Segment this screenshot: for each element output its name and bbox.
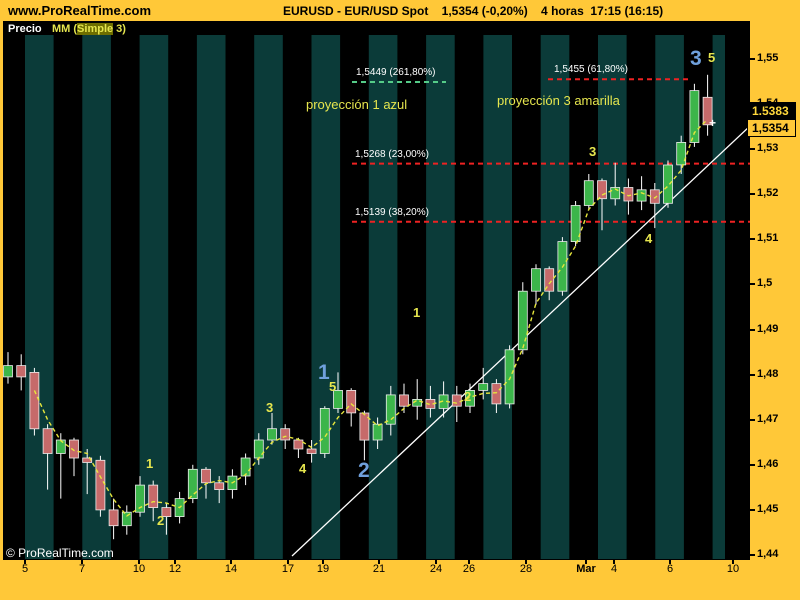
y-axis-tick-label: 1,46 [757, 457, 779, 470]
x-axis-tick-mark [174, 559, 176, 564]
y-axis-tick-label: 1,45 [757, 502, 779, 515]
y-axis-tick-label: 1,47 [757, 412, 779, 425]
x-axis-tick-label: 21 [372, 563, 386, 575]
last-price-tag: 1,5354 [748, 119, 795, 136]
y-axis-tick-label: 1,48 [757, 367, 779, 380]
y-axis-tick-mark [750, 373, 755, 376]
x-axis-tick-label: 17 [281, 563, 295, 575]
wave-label-2: 2 [157, 513, 165, 528]
x-axis-tick-mark [322, 559, 324, 564]
x-axis-tick-label: 24 [429, 563, 443, 575]
fib-level-label: 1,5449 (261,80%) [356, 66, 436, 78]
fib-level-label: 1,5268 (23,00%) [355, 148, 429, 160]
watermark: © ProRealTime.com [6, 546, 114, 560]
x-axis-tick-label: 10 [726, 563, 740, 575]
ma-indicator-label[interactable]: MM (Simple 3) [52, 23, 126, 35]
x-axis-tick-mark [435, 559, 437, 564]
x-axis-tick-label: 5 [21, 563, 29, 575]
y-axis-tick-label: 1,49 [757, 322, 779, 335]
wave-label-2: 2 [464, 389, 472, 404]
x-axis-tick-label: 14 [224, 563, 238, 575]
price-tag-group: 1.5383 1,5354 [747, 102, 796, 137]
y-axis-tick-mark [750, 463, 755, 466]
price-panel-label: Precio [8, 23, 42, 35]
y-axis-tick-label: 1,44 [757, 547, 779, 560]
wave-label-2: 2 [358, 459, 370, 482]
x-axis-tick-mark [669, 559, 671, 564]
ma-label-highlight: Simple [77, 23, 114, 35]
current-price-marker: + [709, 116, 717, 130]
price-chart[interactable] [3, 21, 751, 560]
y-axis-tick-mark [750, 328, 755, 331]
y-axis-tick-label: 1,5 [757, 277, 773, 290]
y-axis-tick-mark [750, 193, 755, 196]
x-axis-tick-mark [24, 559, 26, 564]
site-link[interactable]: www.ProRealTime.com [8, 3, 152, 18]
x-axis-tick-label: Mar [576, 563, 596, 575]
x-axis-tick-mark [468, 559, 470, 564]
x-axis-tick-label: 19 [316, 563, 330, 575]
x-axis-tick-mark [525, 559, 527, 564]
chart-area[interactable] [3, 21, 751, 560]
y-axis-tick-label: 1,51 [757, 232, 779, 245]
wave-label-5: 5 [329, 379, 337, 394]
x-axis-tick-label: 6 [666, 563, 674, 575]
wave-label-1: 1 [318, 361, 330, 384]
x-axis-tick-mark [138, 559, 140, 564]
ma-label-prefix: MM ( [52, 23, 78, 35]
wave-label-4: 4 [645, 231, 653, 246]
y-axis-tick-label: 1,54 [757, 97, 779, 110]
y-axis-tick-mark [750, 148, 755, 151]
wave-label-1: 1 [413, 305, 421, 320]
wave-label-3: 3 [266, 400, 274, 415]
x-axis-tick-mark [378, 559, 380, 564]
ma-value-tag: 1.5383 [748, 103, 795, 119]
x-axis-tick-label: 4 [610, 563, 618, 575]
y-axis-tick-mark [750, 553, 755, 556]
y-axis-tick-mark [750, 58, 755, 60]
fib-level-label: 1,5139 (38,20%) [355, 206, 429, 218]
x-axis-tick-label: 12 [168, 563, 182, 575]
wave-label-3: 3 [589, 144, 597, 159]
x-axis-tick-label: 28 [519, 563, 533, 575]
projection-callout: proyección 3 amarilla [497, 93, 620, 108]
y-axis-tick-mark [750, 103, 755, 106]
x-axis-tick-label: 7 [78, 563, 86, 575]
ma-label-suffix: 3) [113, 23, 126, 35]
wave-label-3: 3 [690, 47, 702, 70]
chart-title: EURUSD - EUR/USD Spot 1,5354 (-0,20%) 4 … [283, 4, 664, 18]
y-axis-tick-mark [750, 283, 755, 286]
wave-label-4: 4 [299, 461, 307, 476]
y-axis-tick-label: 1,53 [757, 142, 779, 155]
x-axis-tick-label: 26 [462, 563, 476, 575]
projection-callout: proyección 1 azul [306, 97, 408, 112]
x-axis-tick-label: 10 [132, 563, 146, 575]
y-axis-tick-label: 1,52 [757, 187, 779, 200]
x-axis-tick-mark [81, 559, 83, 564]
header-bar: www.ProRealTime.com EURUSD - EUR/USD Spo… [0, 0, 800, 21]
y-axis-tick-label: 1,55 [757, 52, 779, 64]
wave-label-1: 1 [146, 456, 154, 471]
fib-level-label: 1,5455 (61,80%) [554, 64, 628, 76]
y-axis-tick-mark [750, 238, 755, 241]
wave-label-5: 5 [708, 50, 716, 65]
x-axis-tick-mark [732, 559, 734, 564]
x-axis-tick-mark [585, 559, 587, 564]
y-axis-tick-mark [750, 508, 755, 511]
x-axis-tick-mark [230, 559, 232, 564]
x-axis-tick-mark [287, 559, 289, 564]
x-axis-tick-mark [613, 559, 615, 564]
y-axis-tick-mark [750, 418, 755, 421]
